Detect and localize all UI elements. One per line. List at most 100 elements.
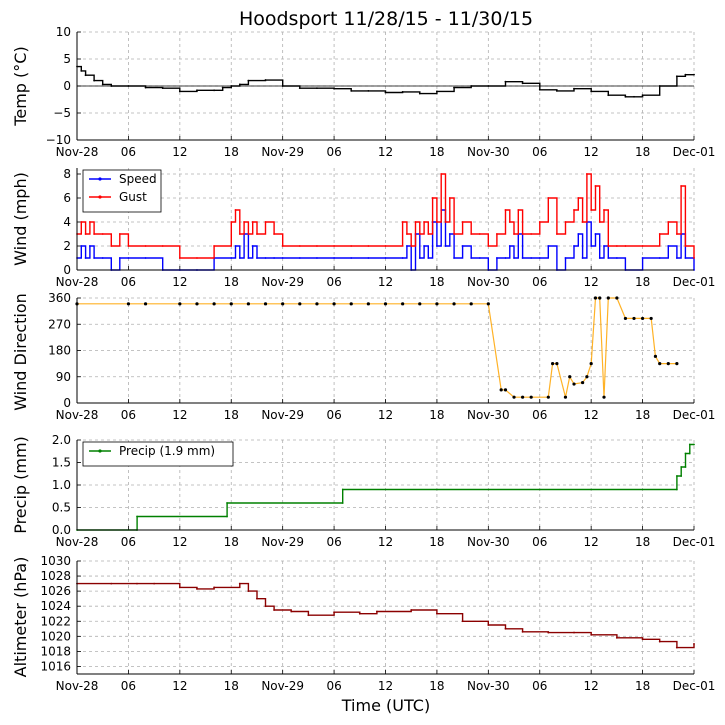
direction-y-tick-label: 360 <box>48 291 71 305</box>
temp-temp-point <box>607 94 610 97</box>
wind-speed-point <box>508 245 511 247</box>
wind-gust-point <box>431 197 434 199</box>
wind-x-tick-label: 06 <box>326 275 341 289</box>
precip-legend-box <box>82 441 234 467</box>
wind-gust-point <box>93 233 96 235</box>
direction-direction-point <box>593 296 598 300</box>
wind-x-tick-label: 12 <box>378 275 393 289</box>
direction-x-tick-label: 18 <box>429 408 444 422</box>
temp-temp-point <box>230 85 233 87</box>
altimeter-altimeter-point <box>213 586 216 589</box>
temp-temp-point <box>221 86 224 89</box>
wind-x-tick-label: 12 <box>584 275 599 289</box>
direction-direction-point <box>623 316 628 321</box>
temp-temp-point <box>675 75 678 78</box>
direction-direction-point <box>675 362 679 366</box>
altimeter-altimeter-point <box>547 631 550 634</box>
wind-speed-point <box>577 233 580 235</box>
wind-y-tick-label: 8 <box>63 167 71 181</box>
wind-speed-point <box>273 257 275 259</box>
altimeter-x-tick-label: Nov-29 <box>261 679 304 693</box>
altimeter-altimeter-point <box>658 640 661 643</box>
precip-precip-1-9-mm-point <box>341 502 344 504</box>
wind-gust-point <box>641 245 644 247</box>
altimeter-altimeter-point <box>256 597 258 600</box>
wind-gust-point <box>624 245 627 247</box>
altimeter-altimeter-point <box>615 636 618 639</box>
wind-gust-point <box>667 221 670 223</box>
precip-x-tick-label: Nov-29 <box>261 535 304 549</box>
wind-speed-point <box>406 245 408 247</box>
altimeter-x-tick-label: 06 <box>532 679 547 693</box>
temp-temp-point <box>590 90 593 93</box>
wind-speed-point <box>470 257 473 259</box>
wind-y-tick-label: 4 <box>63 215 71 229</box>
wind-y-tick-label: 0 <box>63 263 71 277</box>
temp-temp-point <box>641 94 644 97</box>
altimeter-y-tick-label: 1016 <box>40 659 71 673</box>
wind-gust-point <box>615 245 618 247</box>
wind-gust-point <box>598 221 601 223</box>
wind-gust-point <box>555 233 558 235</box>
direction-x-tick-label: 12 <box>584 408 599 422</box>
direction-direction-point <box>666 362 670 366</box>
wind-gust-point <box>517 209 520 211</box>
wind-speed-point <box>684 257 687 259</box>
wind-x-tick-label: 18 <box>429 275 444 289</box>
altimeter-y-tick-label: 1030 <box>40 554 71 568</box>
temp-temp-point <box>127 85 130 87</box>
direction-direction-point <box>315 302 319 306</box>
direction-direction-point <box>298 302 302 306</box>
direction-y-tick-label: 180 <box>48 344 71 358</box>
precip-precip-1-9-mm-point <box>675 488 678 491</box>
direction-direction-point <box>521 395 525 399</box>
wind-speed-point <box>234 245 237 247</box>
wind-gust-point <box>504 209 507 211</box>
temp-x-tick-label: 06 <box>326 145 341 159</box>
wind-speed-point <box>333 257 335 259</box>
direction-direction-point <box>580 380 585 385</box>
temp-temp-point <box>178 90 181 93</box>
wind-gust-point <box>213 245 216 247</box>
precip-precip-1-9-mm-point <box>684 466 687 468</box>
direction-direction-point <box>658 362 662 366</box>
wind-gust-line <box>77 173 695 259</box>
precip-precip-1-9-mm-point <box>693 443 695 446</box>
wind-legend-marker <box>98 195 102 199</box>
direction-direction-point <box>632 316 636 321</box>
wind-gust-point <box>350 245 353 247</box>
wind-x-tick-label: 06 <box>532 275 547 289</box>
wind-speed-point <box>590 245 593 247</box>
temp-temp-point <box>213 89 216 92</box>
direction-direction-point <box>229 302 233 306</box>
precip-x-tick-label: 18 <box>224 535 239 549</box>
altimeter-y-tick-label: 1028 <box>40 569 71 583</box>
wind-speed-point <box>521 257 524 259</box>
altimeter-altimeter-point <box>307 614 310 617</box>
temp-temp-point <box>281 85 284 87</box>
temp-temp-point <box>144 86 147 89</box>
altimeter-altimeter-point <box>410 609 413 611</box>
precip-panel: 0.0 0.5 1.0 1.5 2.0 Nov-28 06 12 18 Nov-29 06 12 18 N… <box>11 433 715 549</box>
wind-speed-point <box>598 257 601 259</box>
temp-temp-point <box>487 85 490 87</box>
temp-x-tick-label: 12 <box>378 145 393 159</box>
direction-y-tick-label: 0 <box>63 396 71 410</box>
wind-gust-point <box>238 233 241 235</box>
direction-direction-point <box>551 362 555 366</box>
altimeter-y-tick-label: 1024 <box>40 599 71 613</box>
altimeter-altimeter-point <box>273 609 275 611</box>
precip-x-tick-label: 12 <box>172 535 187 549</box>
direction-x-tick-label: Dec-01 <box>673 408 716 422</box>
altimeter-x-tick-label: Dec-01 <box>673 679 716 693</box>
direction-direction-point <box>529 395 533 399</box>
wind-speed-point <box>667 245 670 247</box>
altimeter-x-tick-label: 18 <box>429 679 444 693</box>
wind-x-tick-label: 06 <box>121 275 136 289</box>
precip-precip-1-9-mm-point <box>226 515 228 518</box>
wind-gust-point <box>144 245 147 247</box>
wind-x-tick-label: 12 <box>172 275 187 289</box>
temp-temp-point <box>624 95 627 98</box>
direction-direction-point <box>653 354 658 358</box>
precip-x-tick-label: Nov-30 <box>467 535 510 549</box>
